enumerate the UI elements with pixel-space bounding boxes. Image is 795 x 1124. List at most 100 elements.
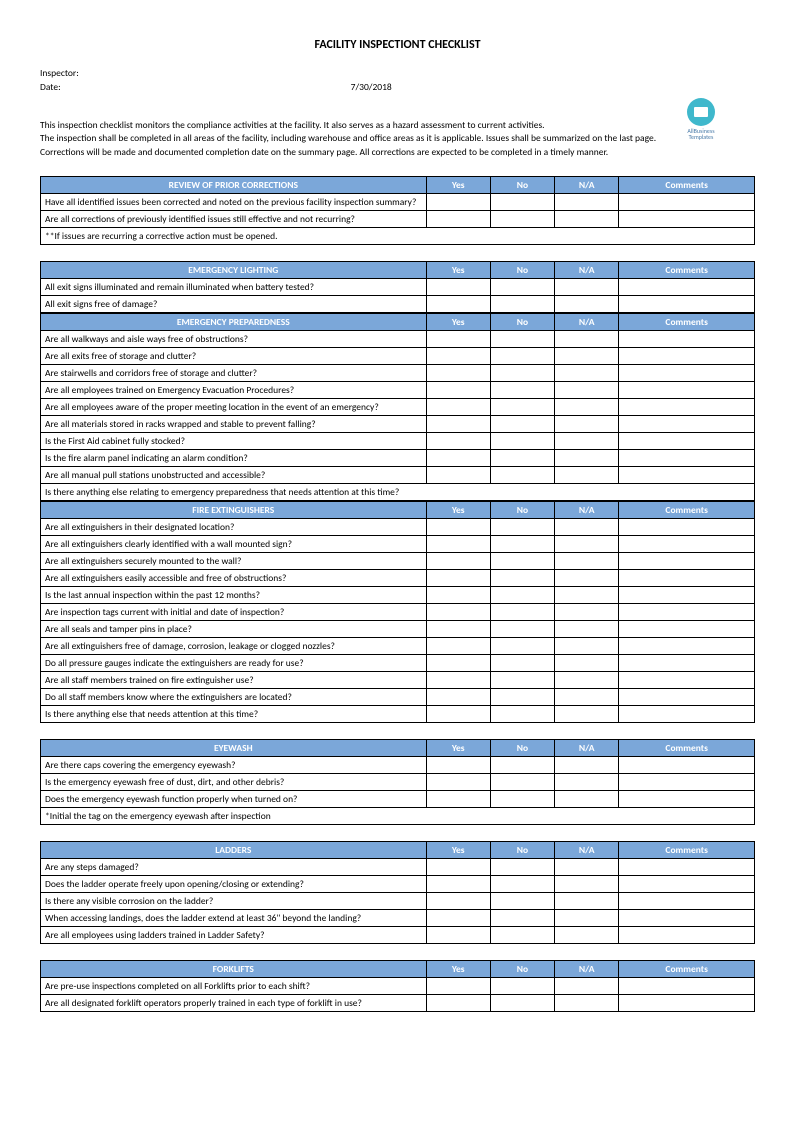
na-cell[interactable] — [555, 552, 619, 569]
yes-cell[interactable] — [426, 381, 490, 398]
yes-cell[interactable] — [426, 875, 490, 892]
yes-cell[interactable] — [426, 586, 490, 603]
yes-cell[interactable] — [426, 193, 490, 210]
no-cell[interactable] — [490, 518, 554, 535]
comments-cell[interactable] — [619, 926, 755, 943]
yes-cell[interactable] — [426, 705, 490, 722]
no-cell[interactable] — [490, 278, 554, 295]
na-cell[interactable] — [555, 858, 619, 875]
yes-cell[interactable] — [426, 977, 490, 994]
na-cell[interactable] — [555, 756, 619, 773]
yes-cell[interactable] — [426, 210, 490, 227]
no-cell[interactable] — [490, 552, 554, 569]
na-cell[interactable] — [555, 586, 619, 603]
na-cell[interactable] — [555, 909, 619, 926]
yes-cell[interactable] — [426, 773, 490, 790]
comments-cell[interactable] — [619, 398, 755, 415]
no-cell[interactable] — [490, 909, 554, 926]
na-cell[interactable] — [555, 603, 619, 620]
yes-cell[interactable] — [426, 688, 490, 705]
comments-cell[interactable] — [619, 210, 755, 227]
na-cell[interactable] — [555, 415, 619, 432]
comments-cell[interactable] — [619, 278, 755, 295]
na-cell[interactable] — [555, 518, 619, 535]
no-cell[interactable] — [490, 347, 554, 364]
no-cell[interactable] — [490, 381, 554, 398]
no-cell[interactable] — [490, 330, 554, 347]
comments-cell[interactable] — [619, 705, 755, 722]
yes-cell[interactable] — [426, 278, 490, 295]
yes-cell[interactable] — [426, 892, 490, 909]
no-cell[interactable] — [490, 449, 554, 466]
na-cell[interactable] — [555, 381, 619, 398]
comments-cell[interactable] — [619, 535, 755, 552]
comments-cell[interactable] — [619, 892, 755, 909]
no-cell[interactable] — [490, 295, 554, 312]
no-cell[interactable] — [490, 398, 554, 415]
na-cell[interactable] — [555, 398, 619, 415]
no-cell[interactable] — [490, 637, 554, 654]
yes-cell[interactable] — [426, 994, 490, 1011]
no-cell[interactable] — [490, 671, 554, 688]
yes-cell[interactable] — [426, 569, 490, 586]
no-cell[interactable] — [490, 569, 554, 586]
comments-cell[interactable] — [619, 586, 755, 603]
no-cell[interactable] — [490, 688, 554, 705]
yes-cell[interactable] — [426, 330, 490, 347]
no-cell[interactable] — [490, 466, 554, 483]
na-cell[interactable] — [555, 449, 619, 466]
no-cell[interactable] — [490, 858, 554, 875]
comments-cell[interactable] — [619, 994, 755, 1011]
no-cell[interactable] — [490, 603, 554, 620]
yes-cell[interactable] — [426, 535, 490, 552]
comments-cell[interactable] — [619, 637, 755, 654]
comments-cell[interactable] — [619, 415, 755, 432]
na-cell[interactable] — [555, 994, 619, 1011]
yes-cell[interactable] — [426, 518, 490, 535]
na-cell[interactable] — [555, 193, 619, 210]
na-cell[interactable] — [555, 432, 619, 449]
no-cell[interactable] — [490, 773, 554, 790]
na-cell[interactable] — [555, 654, 619, 671]
no-cell[interactable] — [490, 210, 554, 227]
yes-cell[interactable] — [426, 295, 490, 312]
na-cell[interactable] — [555, 278, 619, 295]
no-cell[interactable] — [490, 364, 554, 381]
comments-cell[interactable] — [619, 569, 755, 586]
na-cell[interactable] — [555, 875, 619, 892]
yes-cell[interactable] — [426, 364, 490, 381]
na-cell[interactable] — [555, 926, 619, 943]
comments-cell[interactable] — [619, 620, 755, 637]
na-cell[interactable] — [555, 671, 619, 688]
comments-cell[interactable] — [619, 381, 755, 398]
comments-cell[interactable] — [619, 432, 755, 449]
comments-cell[interactable] — [619, 654, 755, 671]
no-cell[interactable] — [490, 926, 554, 943]
no-cell[interactable] — [490, 875, 554, 892]
comments-cell[interactable] — [619, 364, 755, 381]
na-cell[interactable] — [555, 773, 619, 790]
na-cell[interactable] — [555, 364, 619, 381]
no-cell[interactable] — [490, 432, 554, 449]
yes-cell[interactable] — [426, 909, 490, 926]
comments-cell[interactable] — [619, 858, 755, 875]
comments-cell[interactable] — [619, 875, 755, 892]
no-cell[interactable] — [490, 620, 554, 637]
yes-cell[interactable] — [426, 466, 490, 483]
no-cell[interactable] — [490, 586, 554, 603]
yes-cell[interactable] — [426, 415, 490, 432]
no-cell[interactable] — [490, 415, 554, 432]
na-cell[interactable] — [555, 466, 619, 483]
na-cell[interactable] — [555, 977, 619, 994]
comments-cell[interactable] — [619, 518, 755, 535]
no-cell[interactable] — [490, 535, 554, 552]
yes-cell[interactable] — [426, 671, 490, 688]
yes-cell[interactable] — [426, 347, 490, 364]
na-cell[interactable] — [555, 620, 619, 637]
comments-cell[interactable] — [619, 193, 755, 210]
na-cell[interactable] — [555, 330, 619, 347]
yes-cell[interactable] — [426, 858, 490, 875]
comments-cell[interactable] — [619, 603, 755, 620]
comments-cell[interactable] — [619, 466, 755, 483]
na-cell[interactable] — [555, 688, 619, 705]
